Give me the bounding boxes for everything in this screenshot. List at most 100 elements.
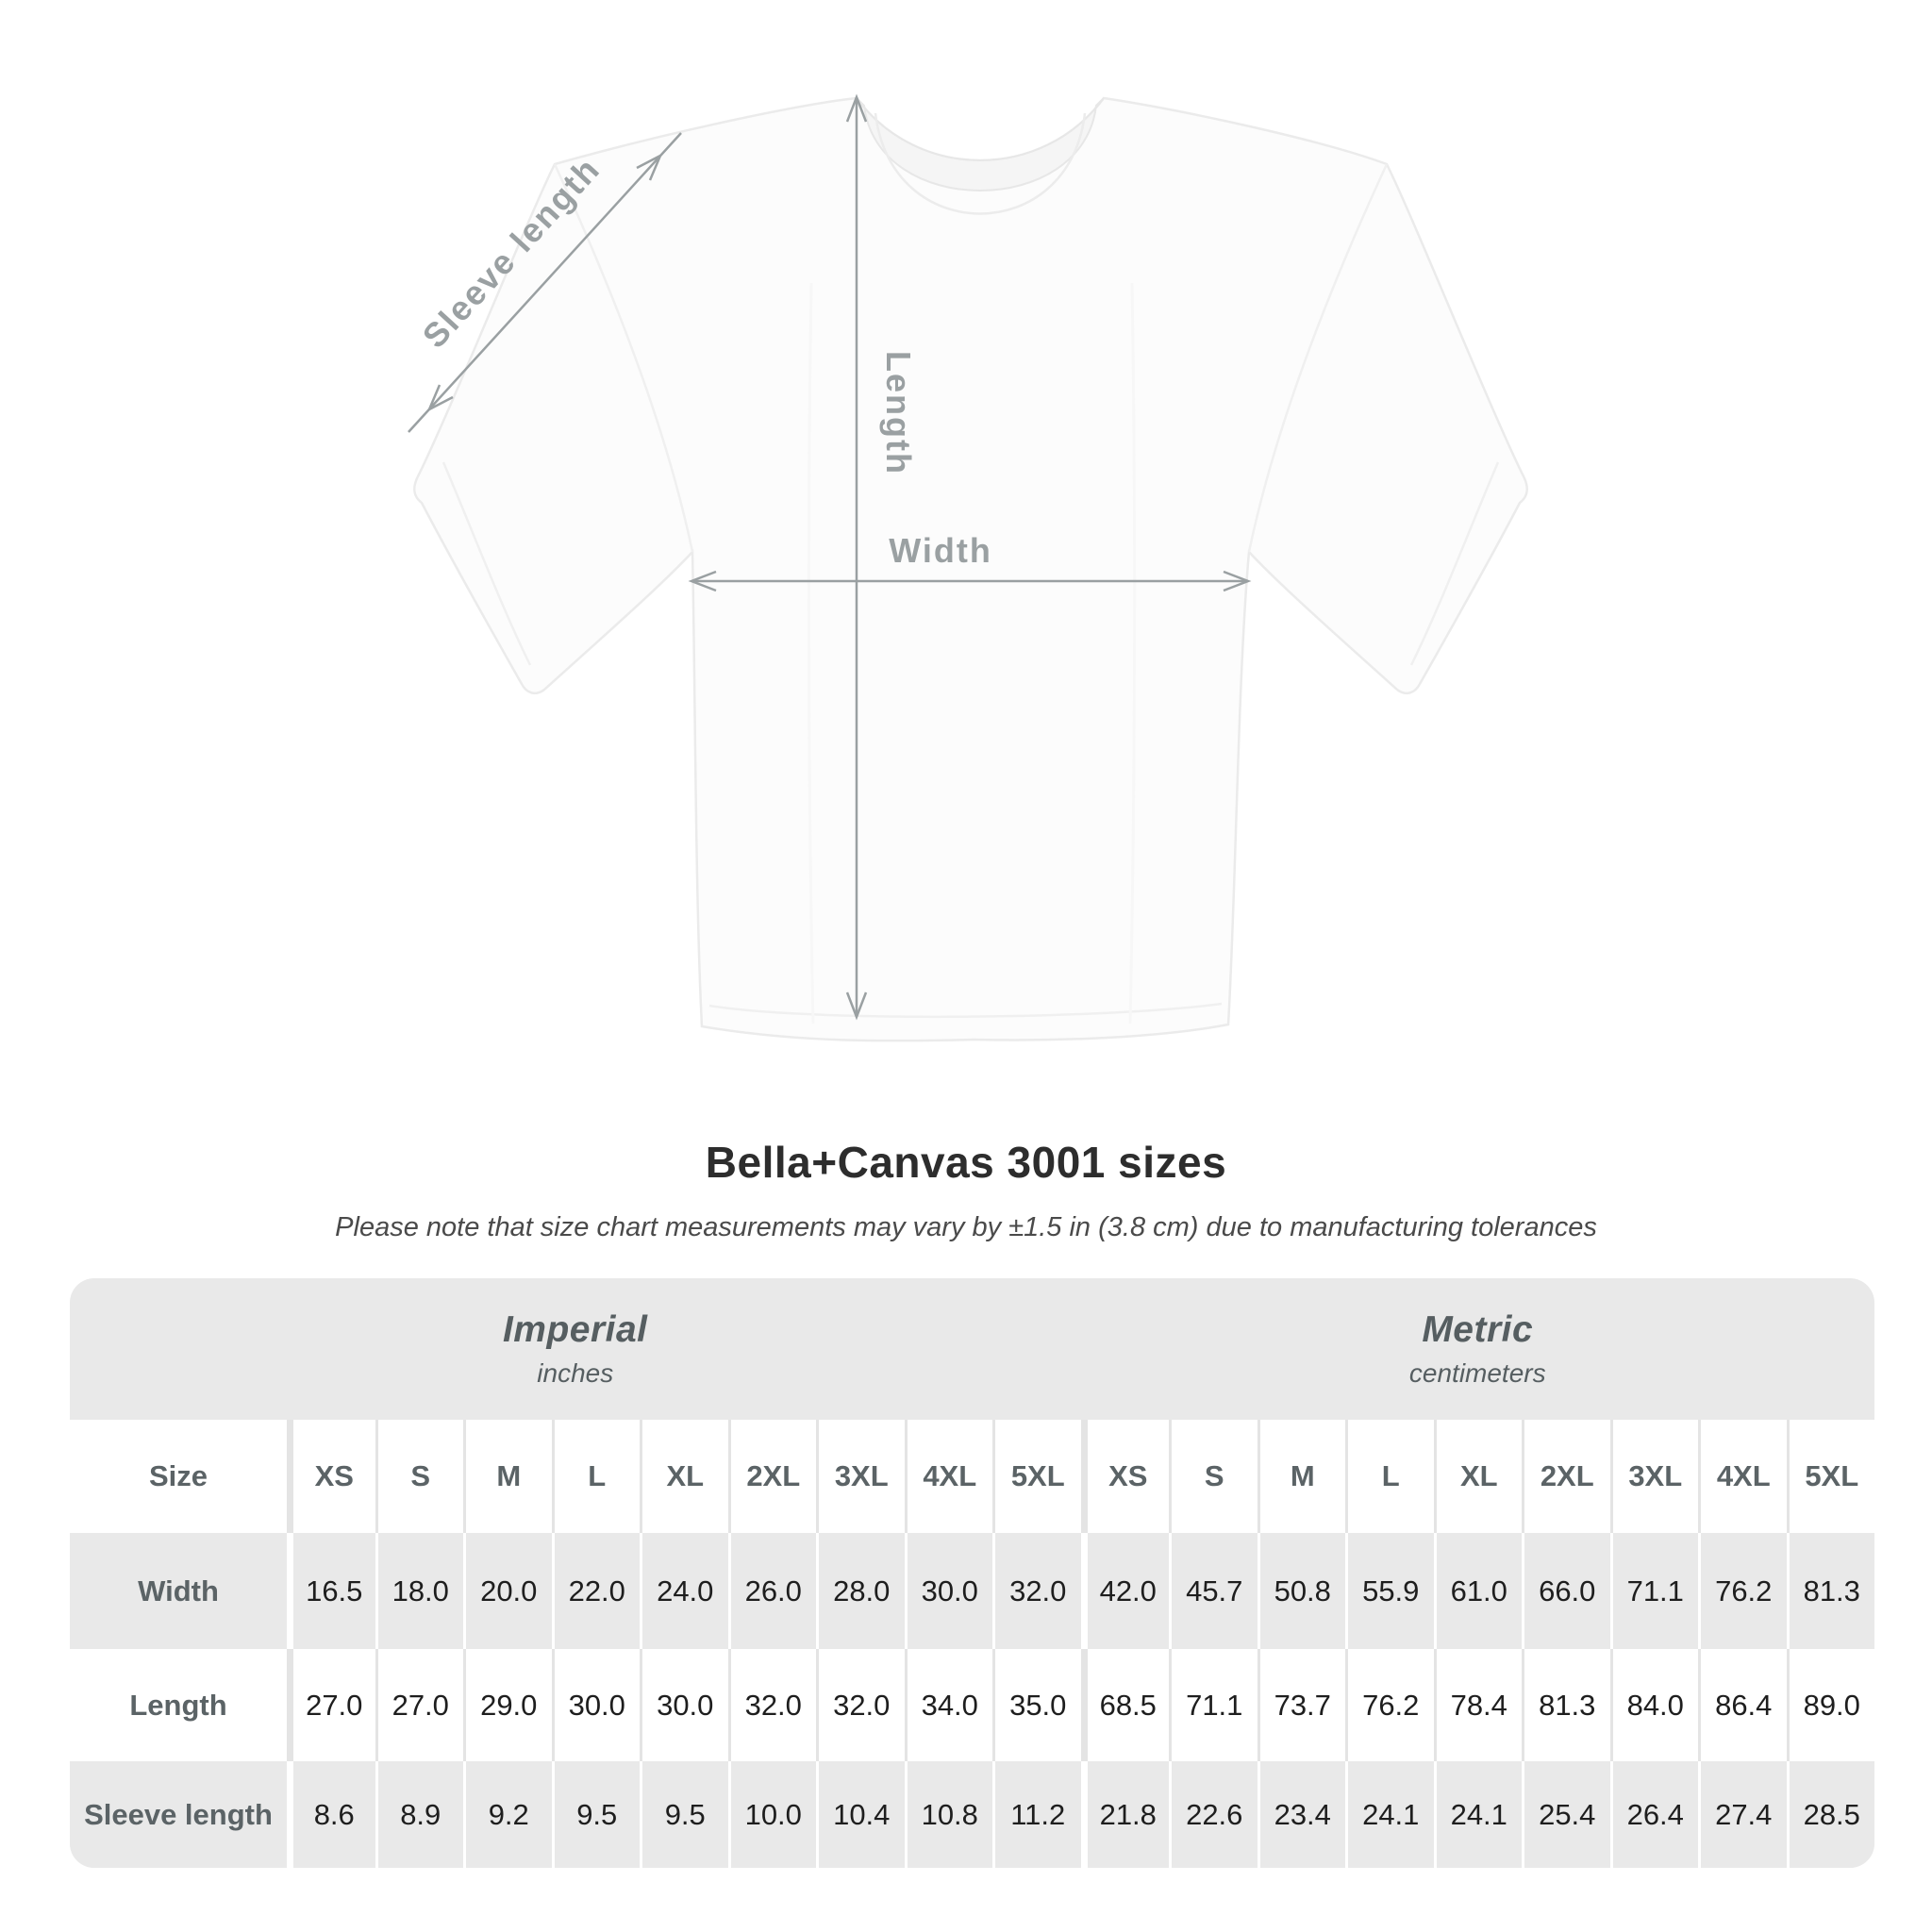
size-column-header: M — [463, 1420, 552, 1533]
value-cell: 66.0 — [1522, 1533, 1610, 1649]
width-arrow — [688, 570, 1252, 592]
right-shoulder-seam — [1247, 163, 1389, 553]
left-cuff-seam — [441, 461, 532, 666]
value-cell: 32.0 — [727, 1649, 816, 1761]
value-cell: 81.3 — [1522, 1649, 1610, 1761]
unit-group-metric-name: Metric — [1422, 1309, 1534, 1350]
size-column-header: 2XL — [1522, 1420, 1610, 1533]
value-cell: 18.0 — [375, 1533, 463, 1649]
value-cell: 81.3 — [1786, 1533, 1874, 1649]
value-cell: 27.4 — [1698, 1761, 1787, 1868]
size-column-header: 3XL — [816, 1420, 905, 1533]
size-column-header: M — [1257, 1420, 1345, 1533]
value-cell: 84.0 — [1609, 1649, 1698, 1761]
size-column-header: 5XL — [1786, 1420, 1874, 1533]
unit-group-metric-unit: centimeters — [1408, 1358, 1546, 1388]
collar-band — [856, 97, 1105, 192]
value-cell: 22.0 — [551, 1533, 640, 1649]
value-cell: 76.2 — [1345, 1649, 1434, 1761]
value-cell: 50.8 — [1257, 1533, 1345, 1649]
length-arrow — [845, 93, 868, 1021]
unit-group-imperial-unit: inches — [537, 1358, 614, 1388]
value-cell: 9.5 — [640, 1761, 728, 1868]
tshirt-outline — [413, 96, 1528, 1042]
value-cell: 89.0 — [1786, 1649, 1874, 1761]
size-column-header: XL — [1433, 1420, 1522, 1533]
size-table-grid: Imperial inches Metric centimeters Size X… — [70, 1278, 1874, 1868]
size-column-header: XS — [1080, 1420, 1169, 1533]
size-column-header: L — [1345, 1420, 1434, 1533]
size-column-header: 2XL — [727, 1420, 816, 1533]
size-column-header: S — [1169, 1420, 1257, 1533]
value-cell: 16.5 — [287, 1533, 375, 1649]
value-cell: 71.1 — [1169, 1649, 1257, 1761]
unit-group-imperial: Imperial inches — [70, 1278, 1081, 1420]
size-column-header: L — [551, 1420, 640, 1533]
value-cell: 10.4 — [816, 1761, 905, 1868]
size-column-header: 5XL — [992, 1420, 1081, 1533]
hem-stitch — [708, 1002, 1223, 1019]
value-cell: 22.6 — [1169, 1761, 1257, 1868]
row-label: Sleeve length — [70, 1761, 287, 1868]
value-cell: 23.4 — [1257, 1761, 1345, 1868]
value-cell: 86.4 — [1698, 1649, 1787, 1761]
tshirt-diagram-image: Sleeve length Length Width — [408, 93, 1528, 1042]
length-label: Length — [879, 351, 918, 475]
value-cell: 61.0 — [1433, 1533, 1522, 1649]
unit-group-imperial-name: Imperial — [502, 1309, 648, 1350]
value-cell: 24.1 — [1433, 1761, 1522, 1868]
value-cell: 76.2 — [1698, 1533, 1787, 1649]
value-cell: 21.8 — [1080, 1761, 1169, 1868]
value-cell: 68.5 — [1080, 1649, 1169, 1761]
value-cell: 8.6 — [287, 1761, 375, 1868]
value-cell: 73.7 — [1257, 1649, 1345, 1761]
value-cell: 42.0 — [1080, 1533, 1169, 1649]
value-cell: 30.0 — [551, 1649, 640, 1761]
row-label: Length — [70, 1649, 287, 1761]
size-column-header: 3XL — [1609, 1420, 1698, 1533]
value-cell: 28.0 — [816, 1533, 905, 1649]
sleeve-length-arrow — [408, 132, 682, 433]
size-column-header: XL — [640, 1420, 728, 1533]
value-cell: 32.0 — [816, 1649, 905, 1761]
value-cell: 8.9 — [375, 1761, 463, 1868]
size-column-header: XS — [287, 1420, 375, 1533]
value-cell: 30.0 — [640, 1649, 728, 1761]
tolerance-note: Please note that size chart measurements… — [335, 1212, 1597, 1242]
row-label: Width — [70, 1533, 287, 1649]
unit-group-metric: Metric centimeters — [1081, 1278, 1875, 1420]
collar-stitch — [874, 112, 1087, 215]
value-cell: 10.0 — [727, 1761, 816, 1868]
value-cell: 26.0 — [727, 1533, 816, 1649]
value-cell: 78.4 — [1433, 1649, 1522, 1761]
value-cell: 34.0 — [904, 1649, 992, 1761]
value-cell: 25.4 — [1522, 1761, 1610, 1868]
value-cell: 20.0 — [463, 1533, 552, 1649]
size-column-header: S — [375, 1420, 463, 1533]
value-cell: 71.1 — [1609, 1533, 1698, 1649]
size-table: Imperial inches Metric centimeters Size X… — [70, 1278, 1874, 1868]
value-cell: 28.5 — [1786, 1761, 1874, 1868]
value-cell: 32.0 — [992, 1533, 1081, 1649]
value-cell: 29.0 — [463, 1649, 552, 1761]
value-cell: 26.4 — [1609, 1761, 1698, 1868]
size-column-header: 4XL — [1698, 1420, 1787, 1533]
value-cell: 27.0 — [375, 1649, 463, 1761]
value-cell: 24.1 — [1345, 1761, 1434, 1868]
right-cuff-seam — [1409, 461, 1500, 666]
page-title: Bella+Canvas 3001 sizes — [705, 1138, 1227, 1187]
value-cell: 9.2 — [463, 1761, 552, 1868]
value-cell: 10.8 — [904, 1761, 992, 1868]
width-label: Width — [889, 531, 992, 570]
value-cell: 11.2 — [992, 1761, 1081, 1868]
size-column-header: 4XL — [904, 1420, 992, 1533]
value-cell: 45.7 — [1169, 1533, 1257, 1649]
value-cell: 27.0 — [287, 1649, 375, 1761]
value-cell: 30.0 — [904, 1533, 992, 1649]
value-cell: 35.0 — [992, 1649, 1081, 1761]
value-cell: 9.5 — [551, 1761, 640, 1868]
value-cell: 24.0 — [640, 1533, 728, 1649]
body-crease-right — [1128, 282, 1137, 1024]
value-cell: 55.9 — [1345, 1533, 1434, 1649]
size-corner-header: Size — [70, 1420, 287, 1533]
